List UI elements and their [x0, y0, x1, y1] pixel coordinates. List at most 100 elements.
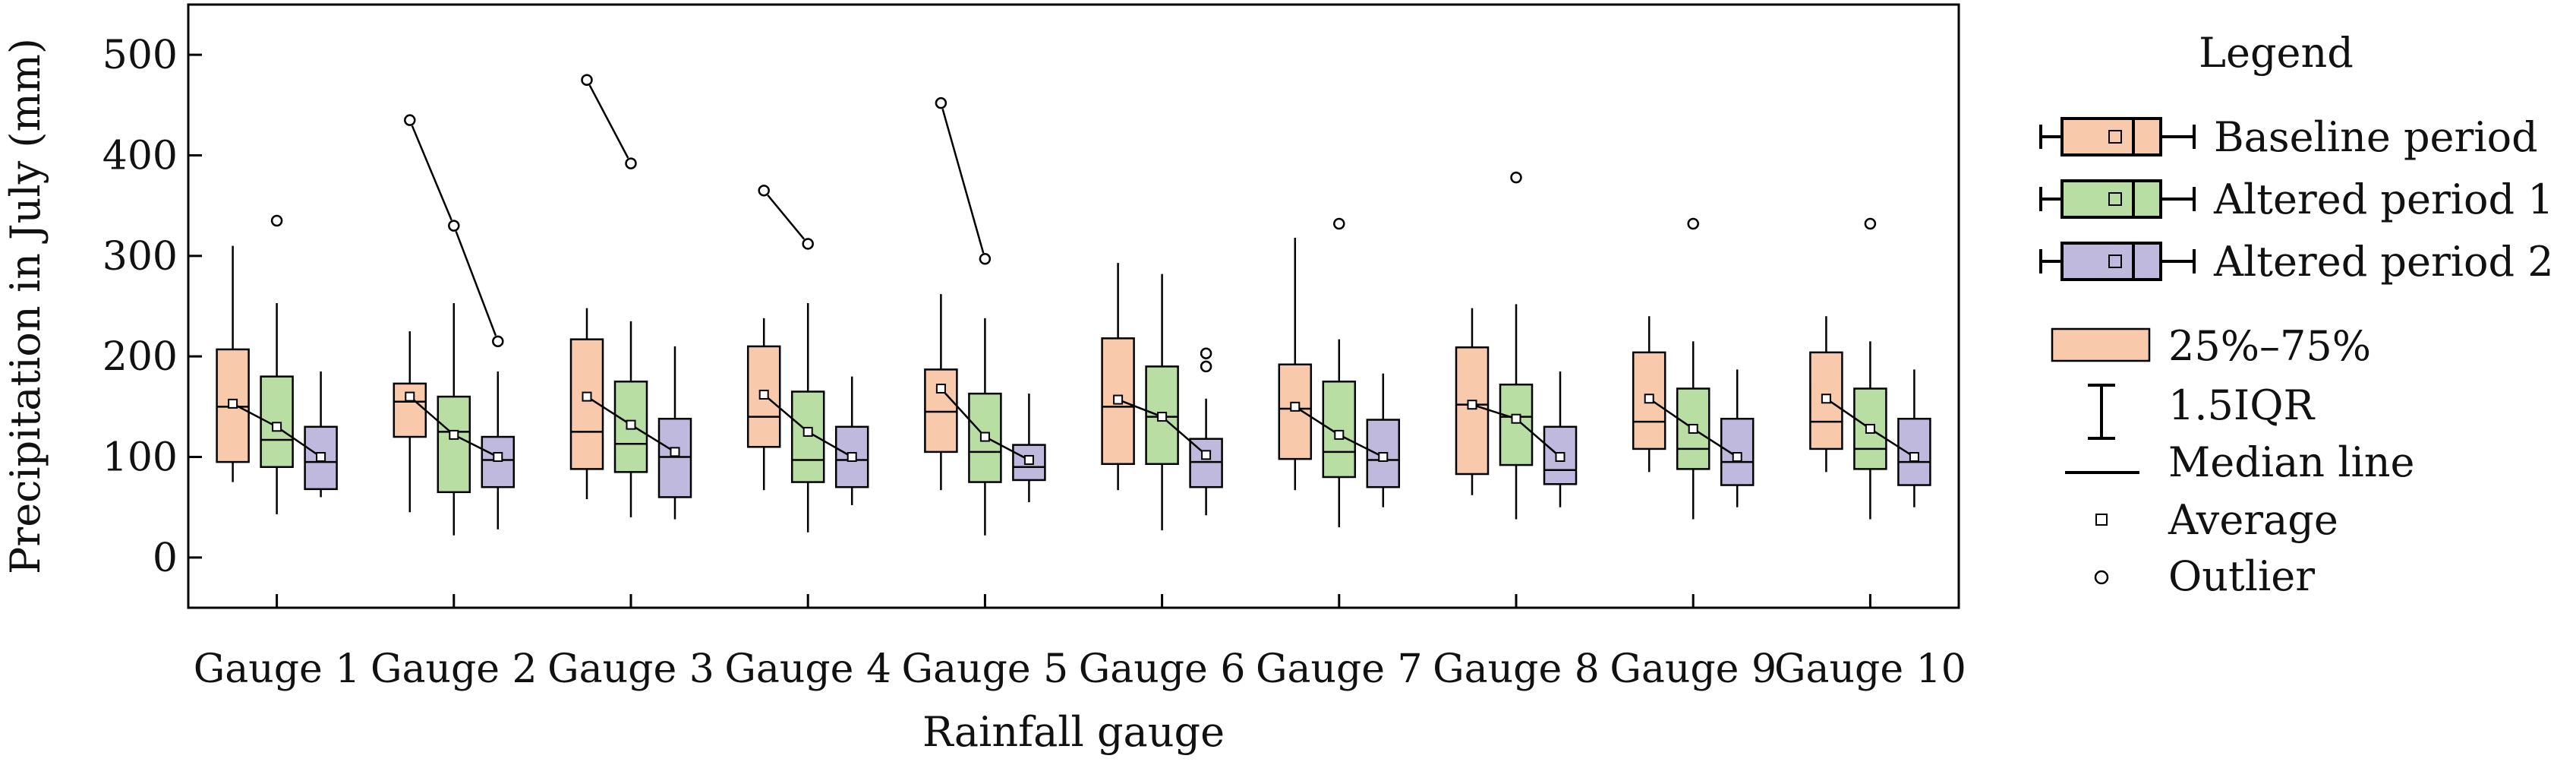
x-tick-label: Gauge 9: [1610, 646, 1777, 692]
box-1: [924, 96, 958, 491]
mean-marker: [1555, 452, 1565, 462]
outlier-point: [935, 96, 947, 109]
x-tick-label: Gauge 2: [370, 646, 538, 692]
x-tick-label: Gauge 3: [547, 646, 714, 692]
box-2: [1499, 171, 1534, 520]
mean-marker: [1821, 394, 1831, 404]
box-3: [481, 335, 516, 529]
iqr-box: [1897, 417, 1931, 486]
legend-key-label: Median line: [2168, 438, 2415, 486]
y-tick-label: 0: [153, 536, 178, 581]
mean-marker: [802, 426, 813, 437]
iqr-box: [1455, 346, 1490, 476]
iqr-box: [1278, 363, 1313, 460]
x-tick-label: Gauge 10: [1774, 646, 1966, 692]
outlier-point: [758, 185, 770, 197]
y-tick-label: 400: [102, 134, 178, 179]
box-2: [437, 220, 471, 536]
y-tick-label: 100: [102, 435, 178, 481]
box-2: [260, 214, 294, 514]
legend-box: [2060, 242, 2162, 281]
outlier-point: [625, 157, 637, 169]
box-3: [1720, 369, 1755, 507]
outlier-point: [979, 253, 992, 265]
outlier-point: [1687, 217, 1699, 230]
iqr-box: [657, 417, 692, 498]
legend-label: Altered period 2: [2213, 238, 2554, 286]
legend-key-label: 1.5IQR: [2168, 381, 2315, 429]
x-tick-label: Gauge 8: [1433, 646, 1600, 692]
x-tick-label: Gauge 6: [1079, 646, 1246, 692]
mean-marker: [493, 452, 503, 462]
box-3: [304, 371, 338, 498]
legend-key-label: 25%–75%: [2168, 322, 2371, 370]
box-1: [569, 74, 604, 500]
x-tick-label: Gauge 7: [1256, 646, 1423, 692]
mean-marker: [1157, 412, 1168, 422]
iqr-box: [393, 382, 427, 438]
outlier-point: [1510, 171, 1522, 184]
box-2: [1853, 217, 1887, 520]
x-tick-label: Gauge 5: [902, 646, 1069, 692]
outlier-trend-line: [767, 194, 806, 240]
mean-marker: [1201, 450, 1212, 460]
box-3: [1012, 394, 1046, 503]
outlier-point: [1200, 347, 1212, 359]
mean-marker: [1688, 423, 1698, 434]
legend-key-average: Average: [2095, 496, 2338, 544]
outlier-trend-line: [411, 125, 452, 221]
box-1: [216, 245, 250, 482]
box-2: [1322, 217, 1357, 528]
legend-entry-series-2: Altered period 1: [2039, 175, 2554, 223]
mean-marker: [1511, 413, 1521, 424]
mean-marker: [316, 452, 326, 462]
legend-mean: [2108, 254, 2122, 268]
mean-marker: [582, 391, 592, 402]
outlier-trend-line: [588, 84, 629, 159]
x-tick-label: Gauge 1: [194, 646, 361, 692]
mean-marker: [1334, 429, 1345, 440]
box-3: [834, 376, 869, 506]
legend-title: Legend: [2199, 29, 2354, 77]
outlier-point: [492, 335, 504, 348]
y-axis-title: Precipitation in July (mm): [2, 38, 49, 574]
box-3: [657, 346, 692, 520]
iqr-box: [1322, 381, 1357, 479]
legend-entry-series-3: Altered period 2: [2039, 238, 2554, 286]
mean-marker: [1865, 423, 1875, 434]
iqr-box: [1499, 383, 1534, 466]
mean-marker: [670, 447, 680, 457]
legend-entry-series-1: Baseline period: [2039, 113, 2538, 161]
iqr-box: [481, 435, 516, 488]
box-2: [1676, 217, 1711, 520]
iqr-box: [924, 368, 958, 454]
y-tick-label: 500: [102, 33, 178, 78]
box-3: [1897, 369, 1931, 507]
iqr-box: [1366, 419, 1401, 488]
box-3: [1189, 347, 1223, 516]
box-2: [790, 238, 825, 533]
outlier-point: [802, 238, 814, 250]
outlier-point: [1333, 217, 1345, 230]
mean-marker: [1644, 394, 1654, 404]
mean-marker: [626, 419, 636, 430]
box-2: [1145, 273, 1179, 531]
outlier-trend-line: [941, 109, 985, 254]
mean-marker: [758, 389, 769, 400]
legend-key-whisker: 1.5IQR: [2088, 381, 2315, 440]
outlier-point: [1864, 217, 1877, 230]
box-1: [1278, 238, 1313, 491]
plot-frame: [187, 3, 1960, 609]
legend-key-mean-marker: [2095, 514, 2108, 526]
legend-mean: [2108, 192, 2122, 206]
mean-marker: [847, 452, 857, 462]
legend-key-label: Average: [2168, 496, 2338, 544]
iqr-box: [437, 395, 471, 494]
box-1: [1101, 263, 1135, 491]
legend-key-box: [2051, 327, 2151, 362]
box-2: [613, 157, 648, 517]
outlier-point: [404, 114, 416, 126]
legend-key-label: Outlier: [2168, 552, 2315, 600]
box-1: [746, 185, 781, 491]
